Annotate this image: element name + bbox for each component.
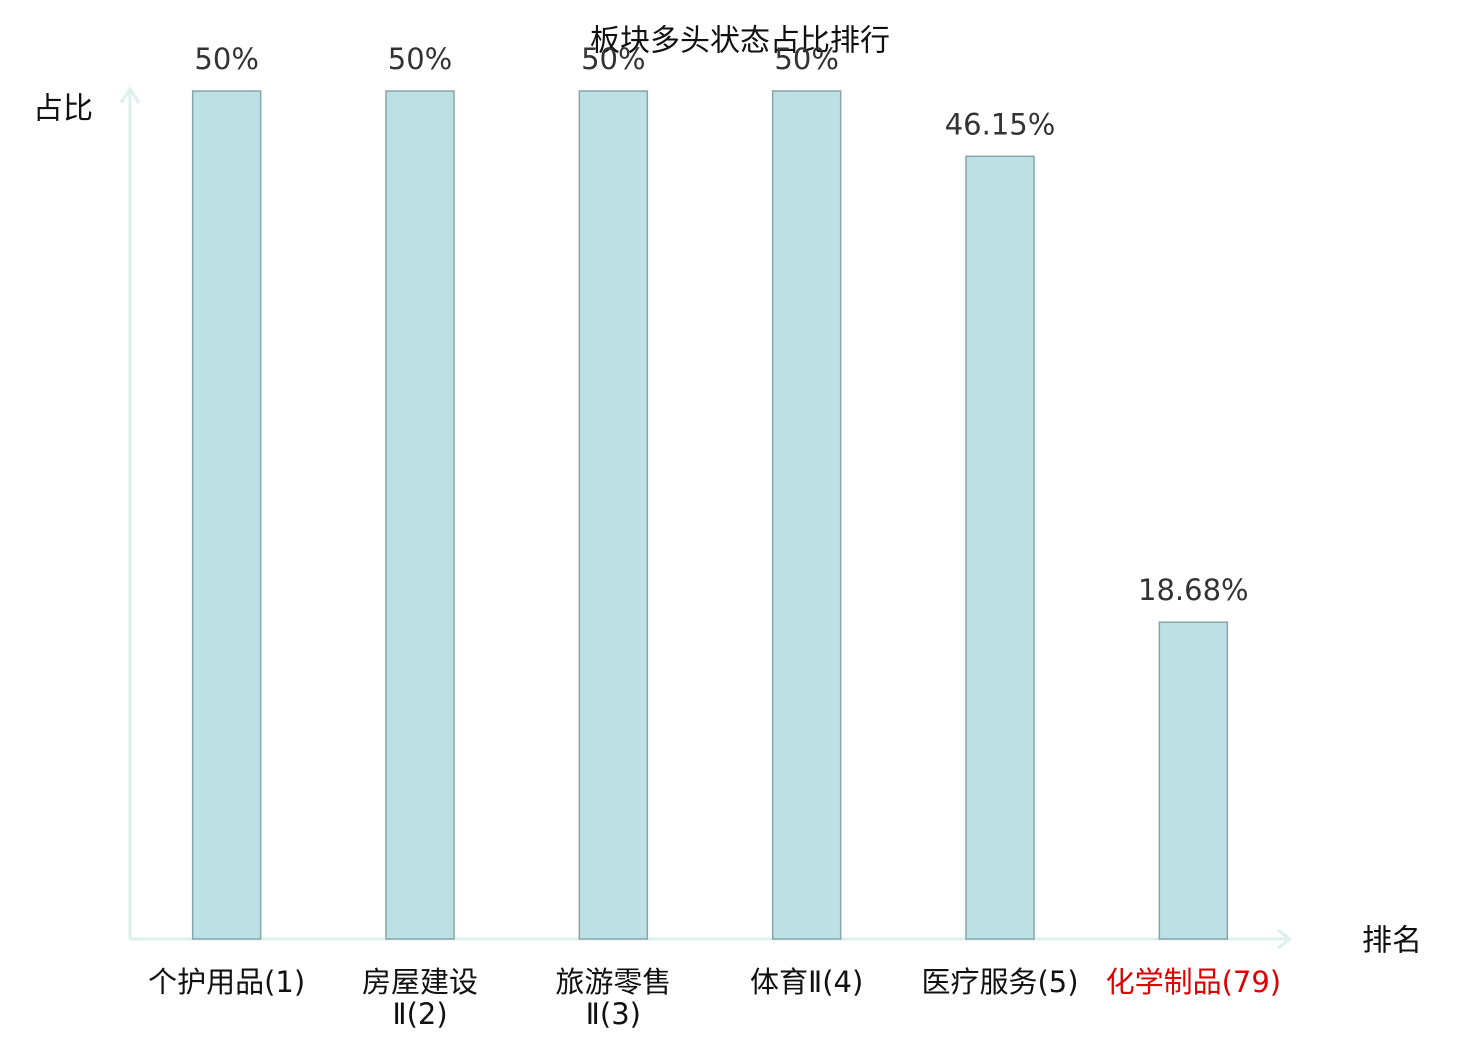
bar — [1158, 621, 1229, 940]
x-tick-label: 医疗服务(5) — [921, 965, 1079, 999]
bar — [191, 90, 262, 940]
x-tick-label: 旅游零售 Ⅱ(3) — [555, 965, 672, 1031]
x-axis — [130, 928, 1293, 950]
bar — [385, 90, 455, 940]
y-axis-label: 占比 — [33, 92, 93, 127]
value-label: 46.15% — [945, 107, 1056, 141]
y-axis — [119, 86, 141, 939]
x-tick-label: 体育Ⅱ(4) — [749, 965, 864, 999]
chart-title: 板块多头状态占比排行 — [590, 24, 890, 59]
x-tick-label: 化学制品(79) — [1105, 965, 1282, 999]
bar — [578, 90, 649, 940]
x-tick-label: 个护用品(1) — [148, 965, 306, 999]
value-label: 50% — [581, 42, 645, 76]
bar — [771, 90, 842, 940]
value-label: 50% — [388, 42, 452, 76]
x-tick-label: 房屋建设 Ⅱ(2) — [361, 965, 478, 1031]
value-label: 50% — [774, 42, 838, 76]
x-axis-label: 排名 — [1362, 924, 1422, 959]
value-label: 18.68% — [1138, 573, 1249, 607]
value-label: 50% — [194, 42, 258, 76]
bar — [965, 155, 1035, 940]
